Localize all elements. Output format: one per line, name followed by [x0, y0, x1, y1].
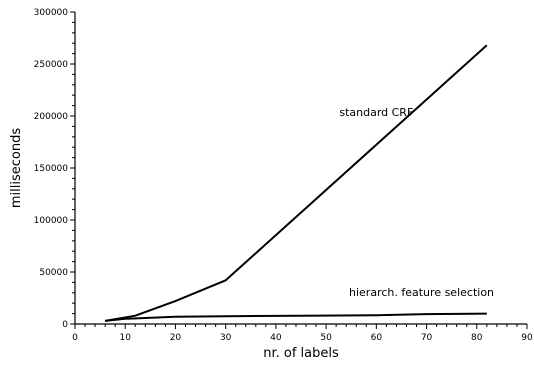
- series-annotation-0: standard CRF: [339, 106, 413, 119]
- y-tick-label: 300000: [34, 8, 69, 18]
- y-tick-label: 250000: [34, 60, 69, 70]
- y-tick-label: 100000: [34, 216, 69, 226]
- y-tick-label: 200000: [34, 112, 69, 122]
- x-tick-label: 30: [220, 333, 232, 343]
- y-tick-label: 0: [62, 320, 68, 330]
- y-tick-label: 50000: [39, 268, 68, 278]
- y-axis-title: milliseconds: [9, 128, 24, 208]
- x-axis-title: nr. of labels: [263, 346, 339, 361]
- y-tick-label: 150000: [34, 164, 69, 174]
- y-axis: 0 50000 100000 150000 200000 250000 300000: [34, 8, 76, 330]
- x-tick-label: 90: [521, 333, 533, 343]
- series-line-1: [104, 312, 487, 322]
- x-tick-label: 10: [119, 333, 131, 343]
- x-axis: 0 10 20 30 40 50 60 70 80 90: [72, 323, 533, 343]
- x-tick-label: 80: [471, 333, 483, 343]
- annotation-layer: standard CRF hierarch. feature selection: [339, 106, 494, 299]
- x-tick-label: 60: [371, 333, 383, 343]
- x-tick-label: 40: [270, 333, 282, 343]
- x-tick-label: 50: [320, 333, 332, 343]
- series-line-0: [104, 44, 488, 322]
- x-tick-label: 0: [72, 333, 78, 343]
- series-layer: [104, 44, 488, 322]
- x-tick-label: 20: [170, 333, 182, 343]
- x-tick-label: 70: [421, 333, 433, 343]
- series-annotation-1: hierarch. feature selection: [349, 286, 494, 299]
